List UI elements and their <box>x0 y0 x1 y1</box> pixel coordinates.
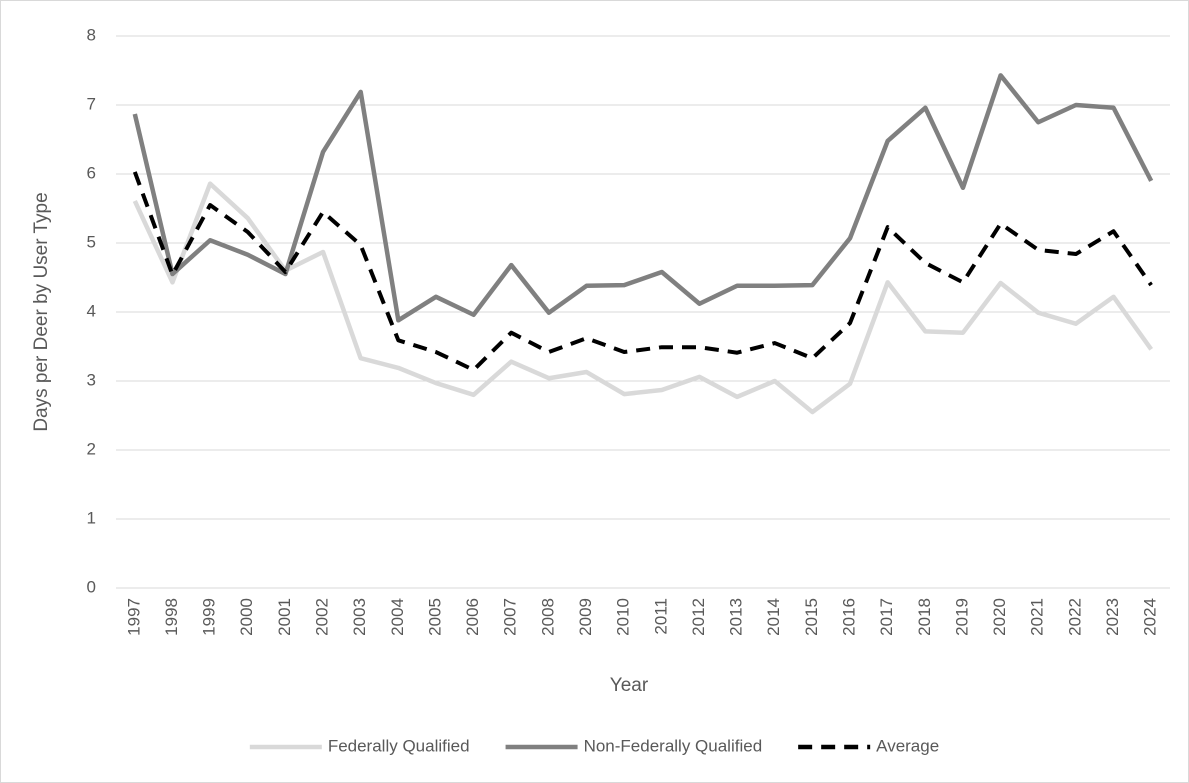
series-line <box>132 181 1154 415</box>
x-tick-label: 2018 <box>915 598 934 636</box>
series-line <box>132 171 1153 372</box>
x-tick-label: 2020 <box>990 598 1009 636</box>
y-tick-label: 0 <box>87 577 96 596</box>
x-tick-label: 2015 <box>802 598 821 636</box>
x-tick-label: 2000 <box>237 598 256 636</box>
x-tick-label: 2019 <box>952 598 971 636</box>
x-tick-label: 2013 <box>727 598 746 636</box>
y-tick-label: 7 <box>87 94 96 113</box>
y-tick-label: 3 <box>87 370 96 389</box>
x-tick-label: 2003 <box>350 598 369 636</box>
legend-label: Non-Federally Qualified <box>584 736 763 755</box>
x-tick-label: 2010 <box>614 598 633 636</box>
legend-label: Average <box>876 736 939 755</box>
x-tick-label: 2005 <box>425 598 444 636</box>
x-tick-label: 2022 <box>1065 598 1084 636</box>
x-tick-label: 2009 <box>576 598 595 636</box>
x-tick-label: 2023 <box>1103 598 1122 636</box>
x-tick-label: 2012 <box>689 598 708 636</box>
x-axis-label: Year <box>610 675 649 696</box>
x-tick-label: 2007 <box>501 598 520 636</box>
x-tick-label: 2024 <box>1141 598 1160 636</box>
x-tick-label: 2017 <box>877 598 896 636</box>
y-tick-label: 4 <box>87 301 96 320</box>
x-tick-label: 1998 <box>162 598 181 636</box>
series-line <box>132 73 1154 323</box>
y-tick-label: 1 <box>87 508 96 527</box>
y-tick-label: 6 <box>87 163 96 182</box>
x-tick-label: 2008 <box>538 598 557 636</box>
x-tick-label: 2016 <box>840 598 859 636</box>
x-tick-label: 1999 <box>200 598 219 636</box>
x-tick-label: 2011 <box>651 598 670 635</box>
y-tick-label: 5 <box>87 232 96 251</box>
x-tick-label: 2006 <box>463 598 482 636</box>
x-tick-label: 2001 <box>275 598 294 636</box>
x-tick-label: 2004 <box>388 598 407 636</box>
x-tick-label: 2021 <box>1028 598 1047 636</box>
x-tick-label: 1997 <box>124 598 143 636</box>
y-tick-label: 2 <box>87 439 96 458</box>
y-axis-label: Days per Deer by User Type <box>31 192 52 431</box>
y-tick-label: 8 <box>87 25 96 44</box>
legend-label: Federally Qualified <box>328 736 470 755</box>
x-tick-label: 2002 <box>313 598 332 636</box>
x-tick-label: 2014 <box>764 598 783 636</box>
